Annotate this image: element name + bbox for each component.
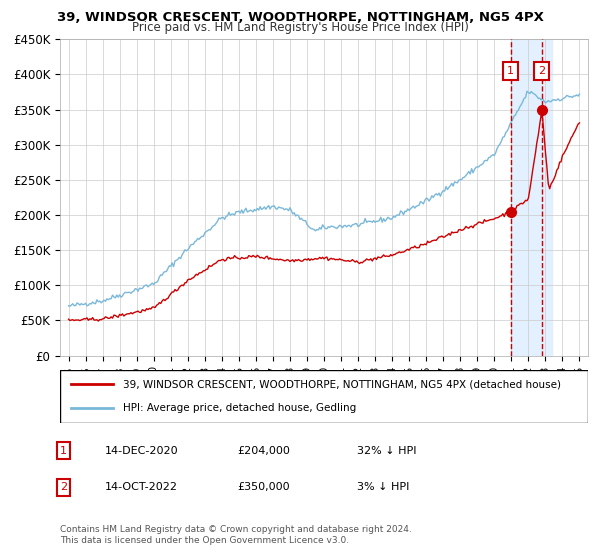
- Text: 3% ↓ HPI: 3% ↓ HPI: [357, 482, 409, 492]
- Text: Contains HM Land Registry data © Crown copyright and database right 2024.
This d: Contains HM Land Registry data © Crown c…: [60, 525, 412, 545]
- Text: 14-OCT-2022: 14-OCT-2022: [105, 482, 178, 492]
- Text: Price paid vs. HM Land Registry's House Price Index (HPI): Price paid vs. HM Land Registry's House …: [131, 21, 469, 34]
- Text: 1: 1: [507, 66, 514, 76]
- Text: 2: 2: [538, 66, 545, 76]
- Text: 2: 2: [60, 482, 67, 492]
- Bar: [511, 39, 552, 356]
- Text: 39, WINDSOR CRESCENT, WOODTHORPE, NOTTINGHAM, NG5 4PX: 39, WINDSOR CRESCENT, WOODTHORPE, NOTTIN…: [56, 11, 544, 24]
- Text: £350,000: £350,000: [237, 482, 290, 492]
- FancyBboxPatch shape: [60, 370, 588, 423]
- Text: 14-DEC-2020: 14-DEC-2020: [105, 446, 179, 456]
- Text: 39, WINDSOR CRESCENT, WOODTHORPE, NOTTINGHAM, NG5 4PX (detached house): 39, WINDSOR CRESCENT, WOODTHORPE, NOTTIN…: [124, 380, 562, 390]
- Text: HPI: Average price, detached house, Gedling: HPI: Average price, detached house, Gedl…: [124, 403, 356, 413]
- Text: 32% ↓ HPI: 32% ↓ HPI: [357, 446, 416, 456]
- Text: 1: 1: [60, 446, 67, 456]
- Text: £204,000: £204,000: [237, 446, 290, 456]
